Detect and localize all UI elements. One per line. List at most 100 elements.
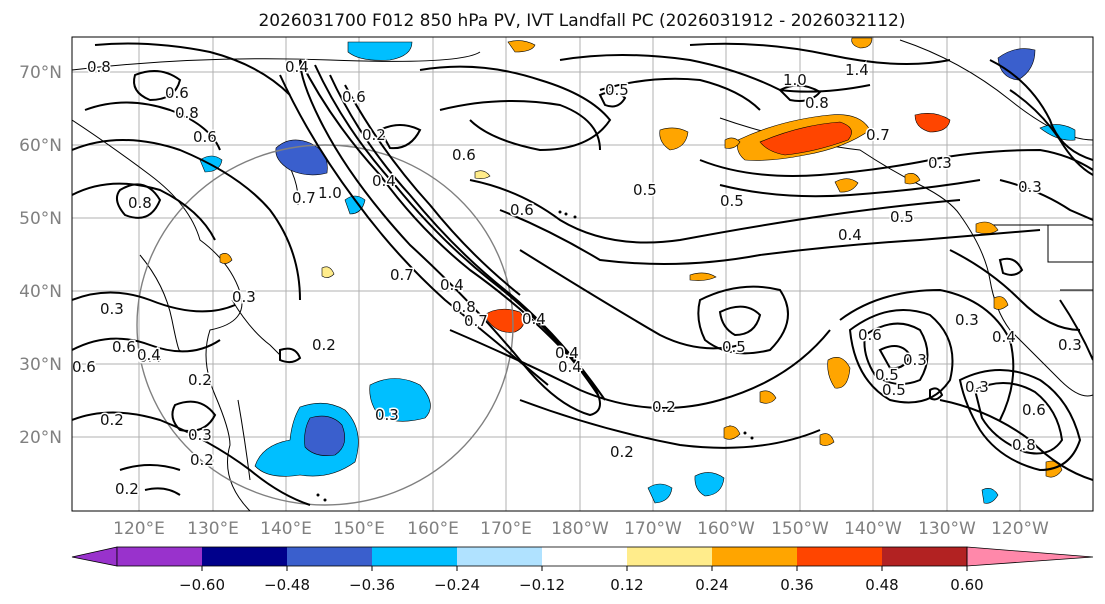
lat-label: 30°N (19, 355, 62, 375)
colorbar-tick-label: −0.36 (349, 576, 395, 594)
contour-label: 0.7 (464, 312, 488, 330)
contour-label: 0.6 (342, 88, 366, 106)
contour-label: 0.4 (440, 276, 464, 294)
map-frame (71, 36, 1094, 512)
colorbar-tick-label: 0.36 (780, 576, 813, 594)
colorbar: −0.60 −0.48 −0.36 −0.24 −0.12 0.12 0.24 … (71, 546, 1094, 594)
contour-label: 0.3 (375, 406, 399, 424)
colorbar-segment (202, 547, 287, 566)
contour-label: 0.2 (610, 443, 634, 461)
contour-label: 0.5 (722, 338, 746, 356)
plot-title: 2026031700 F012 850 hPa PV, IVT Landfall… (258, 11, 905, 31)
lon-label: 160°E (407, 519, 459, 539)
contour-label: 0.2 (190, 451, 214, 469)
colorbar-tick-label: 0.12 (610, 576, 643, 594)
contour-label: 0.4 (372, 172, 396, 190)
contour-label: 0.8 (805, 94, 829, 112)
latitude-labels: 70°N 60°N 50°N 40°N 30°N 20°N (19, 63, 62, 448)
colorbar-tick-label: 0.24 (695, 576, 728, 594)
colorbar-extend-high (966, 546, 1094, 567)
contour-label: 0.3 (100, 300, 124, 318)
contour-label: 0.3 (965, 378, 989, 396)
contour-label: 0.3 (188, 426, 212, 444)
contour-label: 0.6 (112, 338, 136, 356)
lon-label: 170°W (624, 519, 682, 539)
colorbar-tick-label: −0.48 (264, 576, 310, 594)
contour-label: 0.4 (992, 328, 1016, 346)
contour-label: 0.5 (875, 366, 899, 384)
colorbar-segment (882, 547, 967, 566)
contour-label: 0.2 (362, 126, 386, 144)
colorbar-ticks (201, 566, 968, 571)
contour-label: 0.6 (858, 326, 882, 344)
landfall-circle (136, 144, 514, 506)
contour-label: 0.3 (928, 154, 952, 172)
lon-label: 140°E (260, 519, 312, 539)
lon-label: 130°E (187, 519, 239, 539)
colorbar-tick-label: −0.24 (434, 576, 480, 594)
contour-label: 0.5 (882, 381, 906, 399)
contour-label: 0.6 (193, 128, 217, 146)
contour-label: 0.3 (903, 351, 927, 369)
contour-label: 0.6 (72, 358, 96, 376)
map-panel: 0.8 0.4 0.6 0.5 1.0 1.4 0.8 0.6 0.8 0.6 … (72, 37, 1093, 511)
lat-label: 50°N (19, 209, 62, 229)
contour-label: 0.7 (390, 266, 414, 284)
contour-label: 0.3 (1058, 336, 1082, 354)
lon-label: 120°W (991, 519, 1049, 539)
colorbar-segment (712, 547, 797, 566)
contour-label: 0.8 (128, 194, 152, 212)
colorbar-tick-label: 0.48 (865, 576, 898, 594)
lat-label: 40°N (19, 282, 62, 302)
contour-label: 1.0 (783, 71, 807, 89)
contour-label: 0.4 (138, 348, 162, 366)
contour-label: 0.5 (605, 81, 629, 99)
colorbar-segment (287, 547, 372, 566)
colorbar-tick-label: −0.60 (179, 576, 225, 594)
lon-label: 170°E (480, 519, 532, 539)
shading-positive (219, 37, 1063, 478)
contour-label: 0.4 (558, 358, 582, 376)
colorbar-segment (457, 547, 542, 566)
map-background (72, 37, 1093, 511)
lon-label: 160°W (697, 519, 755, 539)
longitude-labels: 120°E 130°E 140°E 150°E 160°E 170°E 180°… (113, 519, 1049, 539)
contour-label: 0.8 (1012, 436, 1036, 454)
contour-label: 0.3 (232, 288, 256, 306)
shading-negative (199, 41, 1076, 504)
pv-contours (72, 42, 1093, 506)
contour-label: 0.8 (452, 298, 476, 316)
graticule (72, 37, 1093, 511)
contour-label: 0.7 (292, 189, 316, 207)
colorbar-segment (372, 547, 457, 566)
lat-label: 20°N (19, 428, 62, 448)
colorbar-segment (117, 547, 202, 566)
contour-labels: 0.8 0.4 0.6 0.5 1.0 1.4 0.8 0.6 0.8 0.6 … (72, 57, 1083, 500)
lon-label: 180°W (551, 519, 609, 539)
colorbar-tick-label: −0.12 (519, 576, 565, 594)
colorbar-tick-label: 0.60 (950, 576, 983, 594)
contour-label: 1.0 (318, 184, 342, 202)
colorbar-segment (542, 547, 627, 566)
contour-label: 0.4 (838, 226, 862, 244)
contour-label: 0.3 (955, 311, 979, 329)
lon-label: 120°E (113, 519, 165, 539)
lon-label: 150°E (333, 519, 385, 539)
contour-label: 0.5 (720, 192, 744, 210)
contour-label: 0.3 (1018, 178, 1042, 196)
contour-label: 0.8 (87, 58, 111, 76)
lon-label: 140°W (844, 519, 902, 539)
contour-label: 0.5 (633, 181, 657, 199)
contour-label: 0.6 (452, 146, 476, 164)
colorbar-segment (627, 547, 712, 566)
contour-label: 0.4 (522, 310, 546, 328)
contour-label: 0.6 (510, 201, 534, 219)
contour-label: 0.4 (137, 346, 161, 364)
lon-label: 150°W (771, 519, 829, 539)
contour-label: 0.7 (866, 126, 890, 144)
contour-label: 0.8 (175, 104, 199, 122)
colorbar-segment (797, 547, 882, 566)
lat-label: 60°N (19, 136, 62, 156)
contour-label: 0.5 (890, 208, 914, 226)
contour-label: 0.6 (1022, 401, 1046, 419)
